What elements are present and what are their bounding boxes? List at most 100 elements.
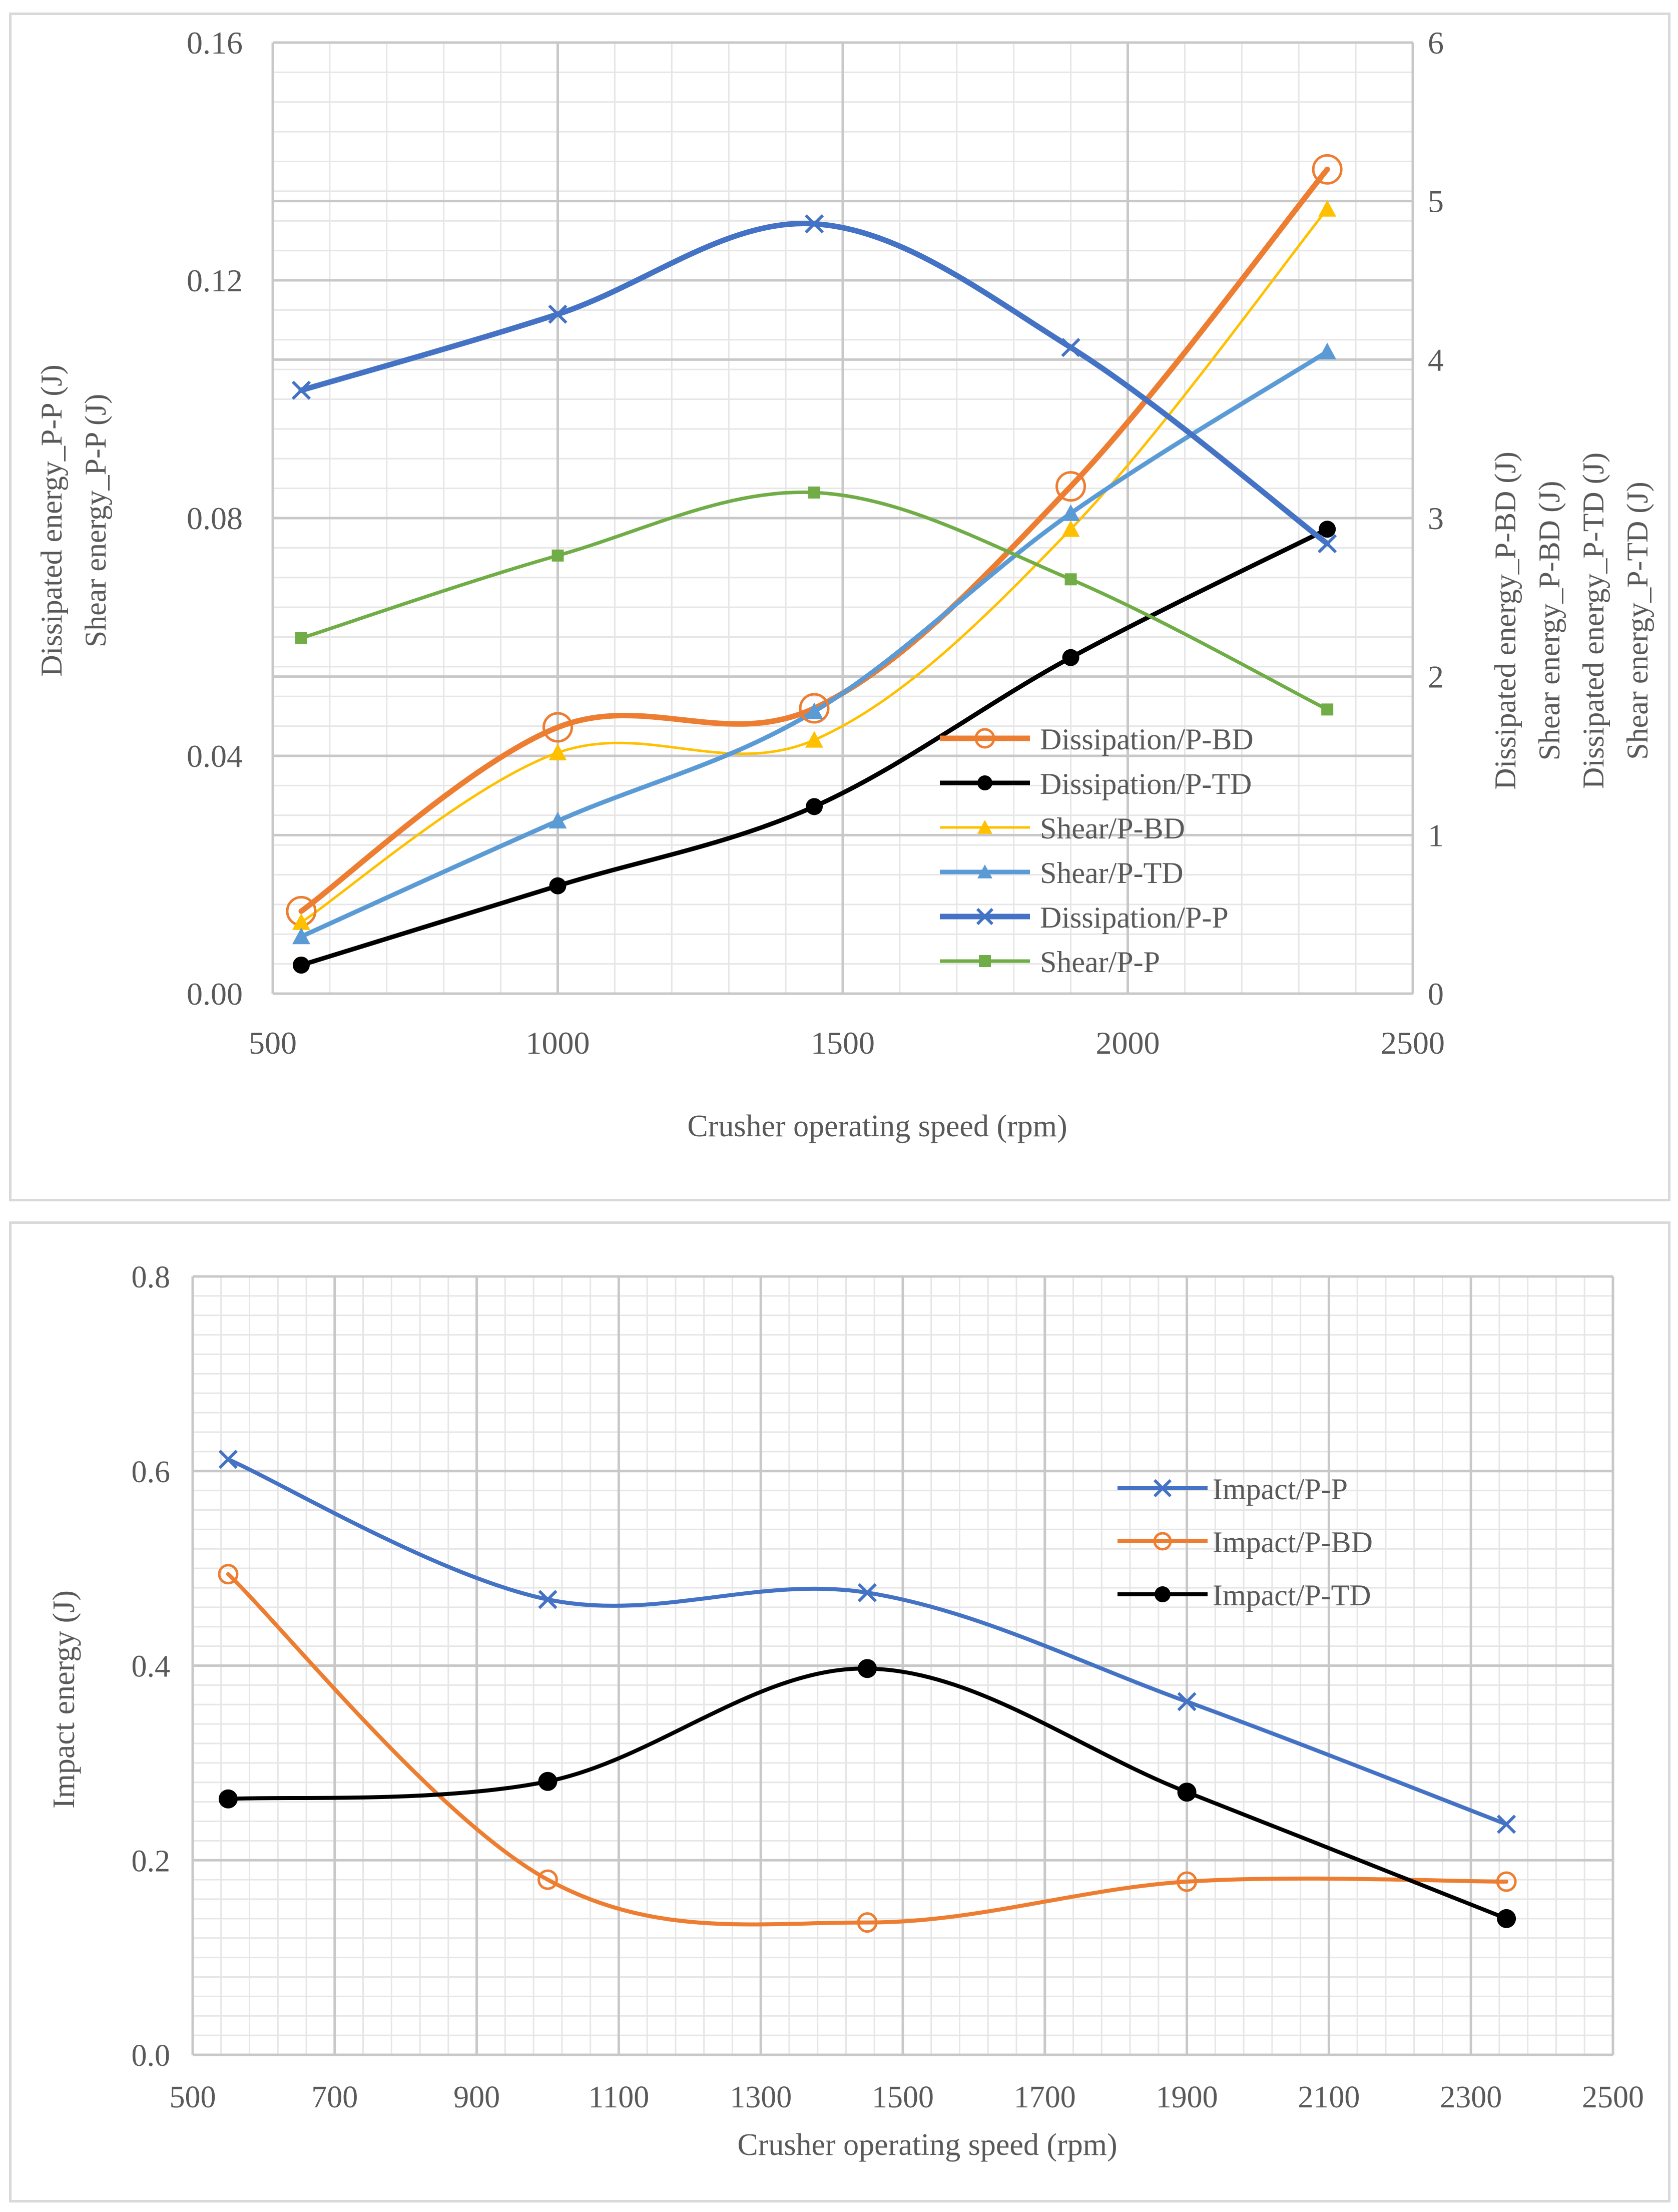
point-impact-p-p	[857, 1583, 877, 1602]
right-axis-title-line: Shear energy_P-BD (J)	[1533, 481, 1566, 761]
point-dissipation-p-p	[804, 214, 824, 234]
top-chart-right-axis-title: Dissipated energy_P-BD (J) Shear energy_P…	[1489, 452, 1654, 789]
legend-marker-dissipation-p-bd	[974, 728, 995, 749]
series-line-shear-p-td	[299, 349, 1330, 939]
top-chart-left-axis-title: Dissipated energy_P-P (J) Shear energy_P-…	[35, 364, 112, 676]
legend-marker-impact-p-td	[1155, 1586, 1171, 1602]
top-chart-panel: 500 1000 1500 2000 2500 0.00 0.04 0.08 0.12 0.16 0…	[9, 13, 1670, 1201]
point-shear-p-td	[1061, 504, 1080, 521]
bottom-chart-ylabel: Impact energy (J)	[47, 1590, 81, 1809]
x-tick-label: 1700	[1014, 2080, 1076, 2114]
legend-label-impact-p-bd: Impact/P-BD	[1213, 1526, 1373, 1559]
bottom-chart-xlabel: Crusher operating speed (rpm)	[737, 2128, 1117, 2162]
x-tick-label: 1100	[589, 2080, 650, 2114]
bottom-chart-tick-labels: 500 700 900 1100 1300 1500 1700 1900 2100 2300 250…	[132, 1260, 1644, 2114]
top-chart: 500 1000 1500 2000 2500 0.00 0.04 0.08 0.12 0.16 0…	[35, 25, 1654, 1143]
top-chart-grid	[271, 41, 1414, 995]
legend-label-shear-p-td: Shear/P-TD	[1040, 856, 1184, 890]
point-impact-p-p	[538, 1590, 557, 1609]
legend-label-impact-p-p: Impact/P-P	[1213, 1473, 1348, 1506]
x-tick-label: 700	[311, 2080, 358, 2114]
x-tick-label: 2100	[1298, 2080, 1360, 2114]
legend-label-dissipation-p-td: Dissipation/P-TD	[1040, 767, 1252, 800]
legend-marker-dissipation-p-p	[976, 908, 994, 926]
bottom-chart: 500 700 900 1100 1300 1500 1700 1900 2100 2300 250…	[47, 1260, 1644, 2162]
x-tick-label: 2500	[1381, 1025, 1445, 1061]
point-shear-p-td	[1318, 342, 1337, 359]
right-axis-title-line: Dissipated energy_P-TD (J)	[1577, 453, 1610, 789]
x-tick-label: 2500	[1582, 2080, 1644, 2114]
point-shear-p-td	[548, 811, 567, 829]
x-tick-label: 1500	[872, 2080, 934, 2114]
legend-marker-shear-p-bd	[977, 820, 992, 834]
point-impact-p-td	[858, 1659, 877, 1678]
legend-marker-impact-p-bd	[1153, 1532, 1172, 1551]
x-tick-label: 2000	[1096, 1025, 1160, 1061]
point-impact-p-td	[218, 1789, 238, 1809]
legend-marker-shear-p-p	[979, 955, 991, 967]
x-tick-label: 1900	[1156, 2080, 1218, 2114]
point-impact-p-bd	[537, 1869, 558, 1890]
series-line-dissipation-p-p	[298, 221, 1330, 547]
point-dissipation-p-td	[806, 798, 823, 815]
point-shear-p-p	[1064, 573, 1077, 586]
y-right-tick-label: 5	[1428, 184, 1444, 219]
top-chart-xlabel: Crusher operating speed (rpm)	[687, 1109, 1067, 1143]
bottom-chart-panel: 500 700 900 1100 1300 1500 1700 1900 2100 2300 250…	[9, 1221, 1670, 2202]
legend-marker-impact-p-p	[1153, 1479, 1172, 1498]
x-tick-label: 2300	[1440, 2080, 1502, 2114]
legend-label-impact-p-td: Impact/P-TD	[1213, 1579, 1371, 1612]
point-dissipation-p-p	[1061, 338, 1080, 357]
y-tick-label: 0.8	[132, 1260, 171, 1294]
point-shear-p-p	[808, 486, 821, 499]
point-shear-p-bd	[1318, 200, 1337, 217]
x-tick-label: 1300	[730, 2080, 792, 2114]
point-shear-p-bd	[805, 731, 824, 748]
point-impact-p-bd	[218, 1564, 239, 1585]
right-axis-title-line: Dissipated energy_P-BD (J)	[1489, 452, 1522, 789]
legend-label-shear-p-bd: Shear/P-BD	[1040, 812, 1185, 845]
x-tick-label: 900	[453, 2080, 500, 2114]
point-dissipation-p-td	[292, 957, 310, 974]
point-shear-p-bd	[1061, 520, 1080, 537]
point-impact-p-bd	[1177, 1871, 1198, 1892]
top-chart-legend: Dissipation/P-BD Dissipation/P-TD Shear/P-…	[940, 723, 1254, 979]
y-right-tick-label: 4	[1428, 342, 1444, 377]
point-dissipation-p-bd	[799, 693, 830, 724]
bottom-chart-legend: Impact/P-P Impact/P-BD Impact/P-TD	[1117, 1473, 1373, 1612]
point-shear-p-td	[292, 928, 310, 945]
legend-label-shear-p-p: Shear/P-P	[1040, 946, 1160, 979]
y-right-tick-label: 6	[1428, 25, 1444, 61]
point-dissipation-p-td	[1062, 649, 1079, 666]
x-tick-label: 1500	[811, 1025, 875, 1061]
point-dissipation-p-p	[291, 380, 311, 400]
legend-label-dissipation-p-bd: Dissipation/P-BD	[1040, 723, 1254, 756]
point-shear-p-bd	[548, 743, 567, 760]
y-right-tick-label: 2	[1428, 659, 1444, 695]
point-shear-p-p	[551, 549, 564, 562]
y-tick-label: 0.4	[132, 1650, 171, 1684]
y-right-tick-label: 0	[1428, 976, 1444, 1012]
y-right-tick-label: 3	[1428, 501, 1444, 536]
legend-marker-shear-p-td	[977, 864, 992, 878]
x-tick-label: 1000	[526, 1025, 590, 1061]
y-left-tick-label: 0.16	[187, 25, 243, 61]
bottom-chart-grid	[191, 1275, 1614, 2056]
point-impact-p-p	[1177, 1692, 1197, 1711]
point-dissipation-p-p	[1318, 534, 1337, 554]
series-line-shear-p-bd	[300, 208, 1329, 924]
point-shear-p-p	[295, 632, 307, 644]
point-impact-p-td	[1497, 1909, 1516, 1928]
bottom-chart-markers	[218, 1450, 1517, 1933]
point-impact-p-td	[1177, 1783, 1197, 1802]
point-impact-p-bd	[1496, 1871, 1517, 1892]
point-shear-p-td	[805, 702, 824, 719]
y-right-tick-label: 1	[1428, 817, 1444, 853]
point-dissipation-p-bd	[1055, 471, 1086, 502]
point-shear-p-bd	[292, 913, 310, 930]
y-left-tick-label: 0.08	[187, 501, 243, 536]
series-line-impact-p-bd	[226, 1572, 1509, 1927]
point-shear-p-p	[1321, 703, 1334, 716]
right-axis-title-line: Shear energy_P-TD (J)	[1621, 482, 1654, 759]
point-dissipation-p-p	[548, 304, 568, 324]
